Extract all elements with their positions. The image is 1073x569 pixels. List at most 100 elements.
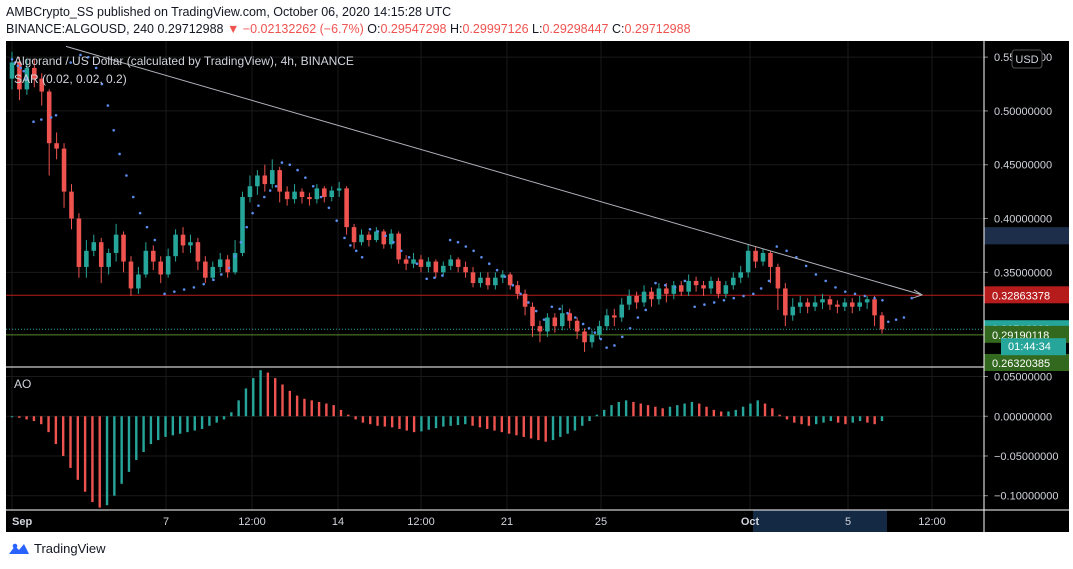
candle-body	[188, 242, 193, 246]
candle-body	[708, 280, 714, 289]
currency-button-label[interactable]: USD	[1015, 54, 1038, 66]
sar-dot	[112, 129, 116, 132]
sar-dot	[40, 118, 43, 121]
candle-body	[336, 188, 342, 191]
symbol-label[interactable]: BINANCE:ALGOUSD, 240	[6, 22, 154, 36]
candle-body	[857, 302, 862, 307]
candle-body	[597, 326, 602, 335]
sar-dot	[384, 234, 387, 238]
trendline-segment[interactable]	[65, 45, 923, 296]
candle-body	[418, 259, 424, 267]
time-axis[interactable]: Sep 7 12:00 14 12:00 21 25 Oct 5 12:00	[12, 516, 946, 528]
chart-canvas[interactable]: 0.550000000.500000000.450000000.40000000…	[6, 41, 1069, 532]
ao-bar	[171, 416, 175, 436]
ao-bar	[32, 416, 36, 422]
x-tick-label: 21	[501, 516, 513, 528]
ao-bar	[529, 416, 533, 439]
ao-bar	[588, 416, 591, 422]
sar-dot	[319, 195, 323, 199]
sar-dot	[22, 69, 26, 73]
candle-body	[359, 234, 364, 243]
ao-bar	[500, 416, 504, 433]
ao-bar	[478, 416, 482, 428]
sar-dot	[433, 276, 436, 279]
sar-dot	[354, 249, 358, 253]
x-tick-label: 25	[595, 516, 607, 528]
ao-bar	[259, 370, 262, 417]
candle-body	[269, 170, 275, 185]
chart-frame[interactable]: 0.550000000.500000000.450000000.40000000…	[6, 41, 1069, 532]
candle-body	[730, 277, 736, 286]
sar-dot	[100, 82, 104, 86]
x-tick-label: 7	[163, 516, 169, 528]
price-change: ▼ −0.02132262 (−6.7%)	[226, 22, 364, 36]
candle-body	[507, 274, 513, 286]
footer-brand[interactable]: TradingView	[34, 541, 106, 556]
candle-body	[522, 293, 528, 307]
sar-dot	[19, 66, 23, 70]
sar-dot	[511, 283, 515, 287]
ao-bar	[858, 416, 862, 422]
candle-body	[292, 191, 297, 200]
open-label: O:	[367, 22, 381, 36]
sar-dot	[296, 168, 299, 172]
ao-bar	[749, 403, 752, 417]
candle-body	[790, 306, 796, 316]
ao-bar	[734, 409, 737, 417]
ao-bar	[105, 416, 109, 506]
candle-body	[284, 191, 290, 200]
ao-bar	[624, 400, 628, 417]
ao-tick-label: 0.00000000	[994, 411, 1052, 423]
ao-bar	[215, 416, 218, 423]
candle-body	[686, 280, 691, 292]
sar-dot	[742, 294, 745, 298]
ao-bar	[712, 409, 716, 417]
candle-body	[797, 302, 803, 307]
ao-bar	[332, 405, 335, 417]
candle-body	[716, 280, 721, 294]
candle-body	[574, 320, 580, 332]
sar-dot	[360, 255, 364, 259]
x-tick-label: 12:00	[918, 516, 946, 528]
ao-bar	[288, 390, 292, 417]
sar-dot	[775, 245, 779, 248]
sar-dot	[495, 268, 499, 272]
candle-body	[619, 304, 625, 318]
sar-dot	[239, 240, 243, 244]
candle-body	[307, 197, 312, 200]
candle-body	[478, 277, 483, 284]
ao-bar	[654, 406, 657, 417]
candle-body	[299, 191, 305, 198]
ao-bar	[763, 403, 767, 417]
trendline[interactable]	[65, 45, 924, 299]
ao-bar	[632, 401, 635, 417]
ao-bar	[354, 416, 357, 420]
candle-body	[91, 242, 97, 251]
sar-dot	[683, 279, 687, 283]
ao-bar	[427, 416, 430, 430]
ao-bar	[252, 378, 255, 417]
sar-dot	[311, 184, 315, 188]
candle-body	[225, 259, 230, 273]
ao-bar	[10, 416, 14, 418]
sar-dot	[54, 113, 58, 117]
sar-dot	[834, 286, 837, 289]
sar-dot	[644, 308, 648, 312]
candle-body	[864, 299, 870, 303]
candle-body	[403, 259, 409, 264]
sar-dot	[304, 176, 307, 179]
candle-body	[329, 190, 335, 198]
ao-bar	[705, 406, 708, 417]
low-value: 0.29298447	[542, 22, 609, 36]
currency-button[interactable]	[1011, 49, 1043, 69]
sar-dot	[368, 227, 372, 231]
ao-indicator-label[interactable]: AO	[14, 377, 31, 391]
sar-indicator-label[interactable]: SAR (0.02, 0.02, 0.2)	[14, 72, 127, 86]
trendline-arrow	[912, 289, 924, 299]
y-tick-label: 0.40000000	[994, 214, 1052, 226]
ao-tick-label: 0.05000000	[994, 372, 1052, 384]
countdown-tag	[1001, 338, 1066, 356]
tradingview-logo-icon[interactable]	[8, 542, 30, 556]
candle-body	[61, 148, 67, 192]
candle-body	[113, 234, 119, 253]
